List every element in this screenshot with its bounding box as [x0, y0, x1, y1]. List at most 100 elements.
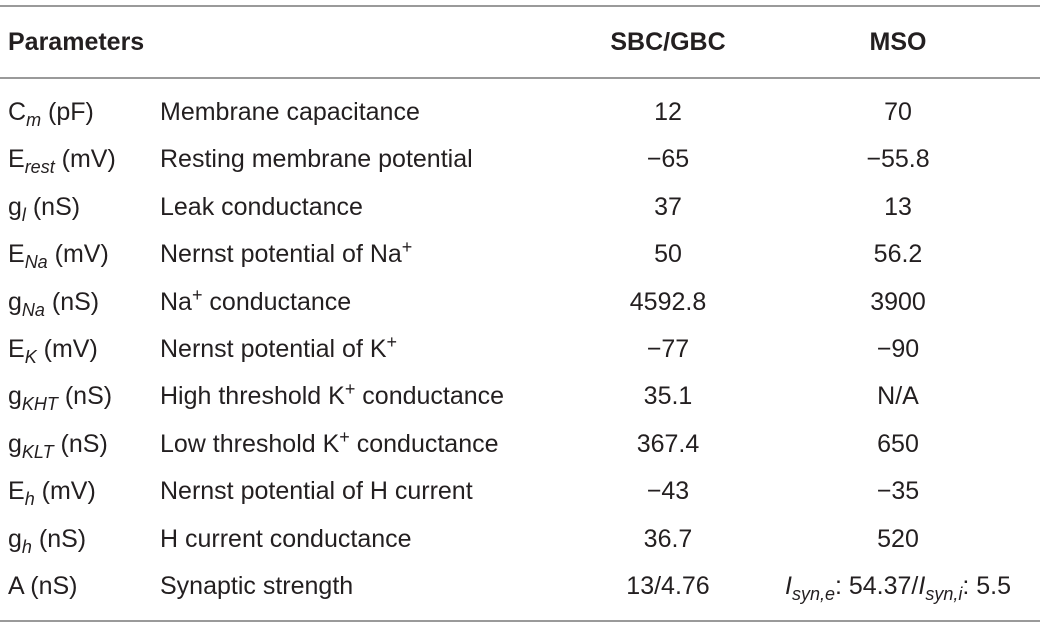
text-run: (nS) — [31, 524, 87, 553]
cell-mso: 13 — [884, 192, 912, 222]
cell-param: Eh (mV) — [8, 476, 96, 510]
text-run: : 5.5 — [962, 572, 1012, 600]
cell-sbc: 13/4.76 — [626, 571, 709, 601]
text-run: Synaptic strength — [160, 572, 354, 600]
text-run: (mV) — [34, 477, 96, 506]
text-run: h — [21, 536, 32, 557]
text-run: E — [8, 240, 25, 269]
cell-mso: 650 — [877, 429, 919, 459]
text-run: Nernst potential of Na — [160, 240, 402, 269]
cell-sbc: 12 — [654, 97, 682, 127]
text-run: KHT — [21, 394, 58, 415]
text-run: + — [344, 379, 356, 400]
text-run: KLT — [21, 441, 54, 462]
cell-sbc: 36.7 — [644, 524, 693, 554]
text-run: syn,e — [791, 584, 835, 604]
text-run: N/A — [877, 382, 919, 411]
text-run: −90 — [876, 335, 920, 363]
cell-mso: 56.2 — [874, 239, 923, 269]
cell-param: ENa (mV) — [8, 239, 109, 272]
text-run: E — [8, 145, 25, 174]
cell-description: Low threshold K+ conductance — [160, 426, 499, 461]
text-run: Low threshold K — [160, 429, 340, 458]
text-run: (mV) — [36, 335, 98, 363]
cell-description: Membrane capacitance — [160, 97, 420, 127]
text-run: g — [8, 429, 22, 458]
cell-mso: 3900 — [870, 287, 926, 317]
text-run: l — [21, 204, 26, 225]
text-run: conductance — [355, 382, 505, 411]
cell-mso: −35 — [877, 476, 919, 506]
cell-mso: Isyn,e: 54.37/Isyn,i: 5.5 — [784, 571, 1012, 604]
text-run: −35 — [876, 477, 920, 506]
text-run: 3900 — [870, 287, 926, 316]
top-rule — [0, 5, 1040, 7]
text-run: h — [24, 489, 35, 510]
cell-param: A (nS) — [8, 571, 77, 601]
text-run: (mV) — [47, 240, 109, 269]
cell-description: Nernst potential of H current — [160, 476, 473, 506]
cell-sbc: −43 — [647, 476, 689, 506]
text-run: rest — [24, 157, 55, 178]
cell-sbc: 50 — [654, 239, 682, 269]
text-run: + — [401, 237, 413, 258]
text-run: I — [918, 572, 926, 600]
cell-description: High threshold K+ conductance — [160, 379, 505, 413]
header-sbc: SBC/GBC — [610, 28, 726, 56]
text-run: H current conductance — [160, 524, 412, 553]
cell-mso: −55.8 — [866, 144, 929, 174]
text-run: Membrane capacitance — [160, 98, 420, 126]
cell-description: Synaptic strength — [160, 571, 353, 601]
cell-param: Erest (mV) — [8, 144, 116, 178]
cell-sbc: 37 — [654, 192, 682, 222]
text-run: C — [8, 98, 27, 126]
text-run: Na — [21, 299, 45, 320]
text-run: −77 — [646, 335, 690, 363]
text-run: (mV) — [54, 145, 116, 174]
text-run: conductance — [349, 429, 499, 458]
header-rule — [0, 77, 1040, 79]
text-run: conductance — [202, 287, 352, 316]
cell-sbc: 4592.8 — [630, 287, 706, 317]
text-run: −55.8 — [866, 145, 930, 174]
cell-description: H current conductance — [160, 524, 412, 554]
cell-mso: 520 — [877, 524, 919, 554]
cell-param: gKHT (nS) — [8, 381, 113, 415]
text-run: (nS) — [57, 382, 113, 411]
text-run: 37 — [654, 192, 682, 221]
text-run: : 54.37/ — [834, 572, 919, 600]
text-run: (nS) — [25, 192, 81, 221]
text-run: A (nS) — [8, 572, 78, 600]
cell-sbc: 35.1 — [644, 381, 693, 411]
cell-param: EK (mV) — [8, 334, 98, 367]
text-run: + — [339, 426, 350, 447]
text-run: 70 — [884, 98, 912, 126]
text-run: 367.4 — [636, 429, 700, 458]
cell-mso: −90 — [877, 334, 919, 364]
text-run: High threshold K — [160, 382, 345, 411]
text-run: E — [8, 335, 25, 363]
cell-param: gKLT (nS) — [8, 429, 108, 462]
text-run: + — [191, 284, 203, 305]
text-run: I — [784, 572, 792, 600]
text-run: 36.7 — [643, 524, 693, 553]
header-parameters: Parameters — [8, 28, 145, 56]
text-run: g — [8, 382, 22, 411]
text-run: (pF) — [41, 98, 94, 126]
cell-param: gl (nS) — [8, 192, 81, 225]
text-run: g — [8, 524, 22, 553]
text-run: 13/4.76 — [626, 572, 710, 600]
text-run: Nernst potential of H current — [160, 477, 473, 506]
cell-mso: 70 — [884, 97, 912, 127]
text-run: (nS) — [44, 287, 100, 316]
text-run: 520 — [877, 524, 919, 553]
bottom-rule — [0, 620, 1040, 622]
text-run: syn,i — [925, 584, 963, 604]
text-run: 12 — [654, 98, 682, 126]
text-run: E — [8, 477, 25, 506]
cell-param: Cm (pF) — [8, 97, 94, 130]
cell-mso: N/A — [877, 381, 919, 411]
text-run: Leak conductance — [160, 192, 363, 221]
text-run: (nS) — [53, 429, 108, 458]
